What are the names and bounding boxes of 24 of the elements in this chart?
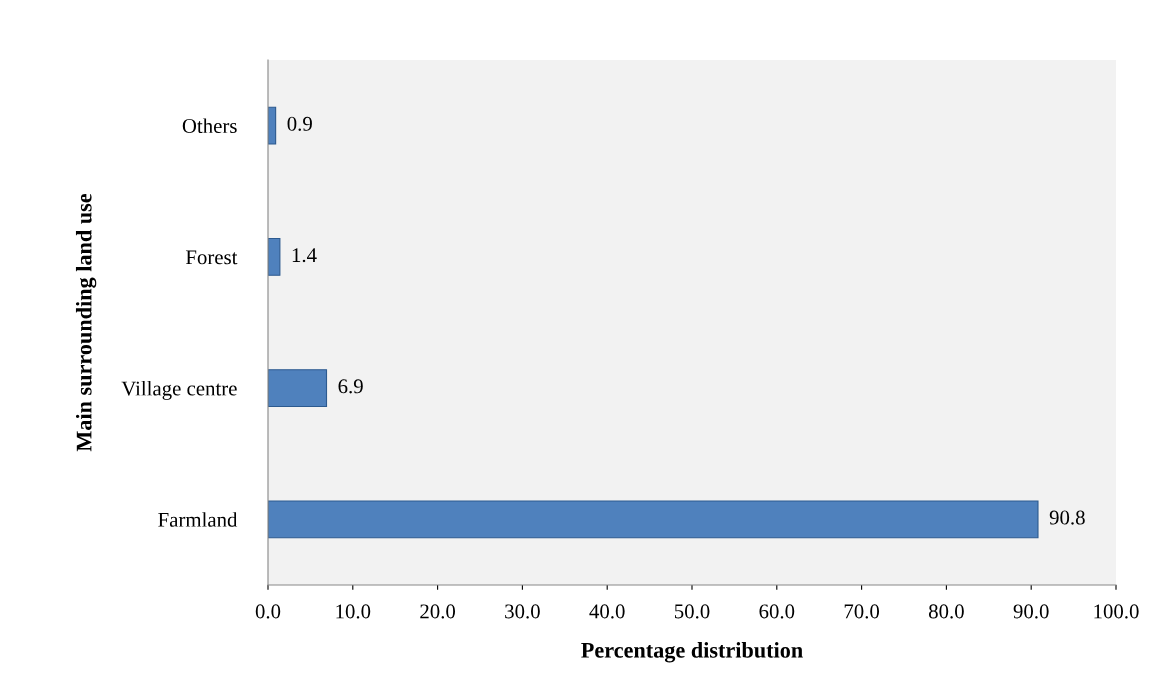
bar (268, 237, 281, 276)
bar (268, 369, 328, 408)
bar (268, 500, 1039, 539)
x-tick-label: 60.0 (759, 604, 795, 619)
y-tick-label: Village centre (121, 380, 237, 400)
x-tick-label: 100.0 (1094, 604, 1139, 619)
data-label: 90.8 (1049, 510, 1085, 525)
y-tick-label: Forest (185, 250, 238, 265)
y-tick-label: Farmland (158, 512, 238, 527)
data-label: 6.9 (338, 379, 363, 394)
x-tick-label: 0.0 (255, 604, 281, 619)
x-axis-title: Percentage distribution (581, 642, 803, 663)
data-label: 0.9 (287, 116, 312, 131)
x-tick-label: 90.0 (1013, 604, 1049, 619)
x-tick-label: 80.0 (928, 604, 964, 619)
x-tick-label: 40.0 (589, 604, 625, 619)
data-label: 1.4 (292, 248, 317, 263)
y-axis-title: Main surrounding land use (75, 193, 97, 452)
x-tick-label: 50.0 (674, 604, 710, 619)
x-tick-label: 20.0 (420, 604, 456, 619)
x-tick-label: 30.0 (505, 604, 540, 619)
y-tick-label: Others (182, 118, 237, 134)
x-tick-label: 10.0 (336, 604, 371, 619)
x-tick-label: 70.0 (844, 604, 880, 619)
